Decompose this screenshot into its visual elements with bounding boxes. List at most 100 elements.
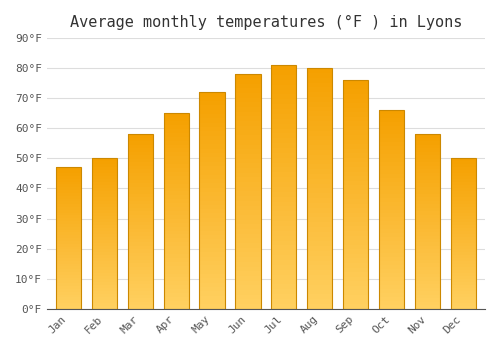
Bar <box>272 299 296 304</box>
Bar <box>164 278 188 281</box>
Bar <box>415 267 440 271</box>
Bar <box>164 133 188 137</box>
Bar <box>200 235 224 239</box>
Bar <box>415 232 440 236</box>
Bar <box>307 198 332 203</box>
Bar <box>343 304 368 309</box>
Bar <box>272 104 296 109</box>
Bar <box>200 153 224 157</box>
Bar <box>92 222 117 225</box>
Bar <box>307 107 332 112</box>
Bar <box>343 162 368 167</box>
Bar <box>92 288 117 291</box>
Bar <box>236 290 260 295</box>
Bar <box>343 117 368 121</box>
Bar <box>128 201 153 204</box>
Bar <box>379 241 404 245</box>
Bar <box>415 173 440 176</box>
Bar <box>128 180 153 183</box>
Bar <box>272 182 296 187</box>
Bar <box>272 231 296 236</box>
Bar <box>200 214 224 218</box>
Bar <box>236 191 260 196</box>
Bar <box>128 215 153 218</box>
Bar <box>451 182 476 186</box>
Bar <box>307 289 332 294</box>
Bar <box>56 261 81 264</box>
Bar <box>272 255 296 260</box>
Bar <box>415 208 440 211</box>
Bar <box>56 269 81 272</box>
Bar <box>92 279 117 282</box>
Bar <box>272 143 296 148</box>
Bar <box>128 159 153 162</box>
Bar <box>236 248 260 252</box>
Bar <box>307 188 332 193</box>
Bar <box>307 294 332 299</box>
Bar <box>56 300 81 303</box>
Bar <box>164 270 188 274</box>
Bar <box>128 222 153 225</box>
Bar <box>200 110 224 114</box>
Bar <box>451 197 476 201</box>
Bar <box>415 239 440 243</box>
Bar <box>236 285 260 290</box>
Bar <box>343 199 368 204</box>
Bar <box>200 183 224 188</box>
Bar <box>343 98 368 103</box>
Bar <box>56 255 81 258</box>
Bar <box>128 257 153 260</box>
Bar <box>56 264 81 266</box>
Bar <box>56 170 81 173</box>
Bar <box>92 306 117 309</box>
Bar <box>128 148 153 152</box>
Bar <box>236 295 260 299</box>
Bar <box>164 250 188 254</box>
Bar <box>92 203 117 206</box>
Bar <box>379 138 404 142</box>
Bar <box>92 164 117 167</box>
Bar <box>307 246 332 251</box>
Bar <box>307 83 332 88</box>
Bar <box>415 284 440 288</box>
Bar <box>343 249 368 254</box>
Bar <box>236 126 260 131</box>
Bar <box>236 276 260 281</box>
Bar <box>128 284 153 288</box>
Bar <box>415 141 440 145</box>
Bar <box>236 177 260 182</box>
Bar <box>272 285 296 289</box>
Bar <box>379 205 404 210</box>
Bar <box>307 299 332 304</box>
Bar <box>128 281 153 284</box>
Bar <box>200 92 224 97</box>
Bar <box>92 291 117 294</box>
Bar <box>164 191 188 195</box>
Bar <box>343 190 368 195</box>
Bar <box>92 212 117 216</box>
Bar <box>307 112 332 116</box>
Bar <box>343 204 368 208</box>
Bar <box>379 293 404 297</box>
Bar <box>92 191 117 195</box>
Bar <box>236 74 260 79</box>
Bar <box>92 267 117 270</box>
Bar <box>451 212 476 216</box>
Bar <box>128 138 153 141</box>
Bar <box>379 174 404 178</box>
Bar <box>307 131 332 135</box>
Bar <box>236 281 260 285</box>
Bar <box>307 222 332 227</box>
Bar <box>56 278 81 280</box>
Bar <box>415 271 440 274</box>
Bar <box>379 281 404 285</box>
Bar <box>272 114 296 119</box>
Bar <box>379 233 404 237</box>
Bar <box>379 166 404 170</box>
Bar <box>56 193 81 196</box>
Bar <box>56 218 81 221</box>
Bar <box>128 250 153 253</box>
Bar <box>451 276 476 279</box>
Bar <box>451 174 476 176</box>
Bar <box>307 270 332 275</box>
